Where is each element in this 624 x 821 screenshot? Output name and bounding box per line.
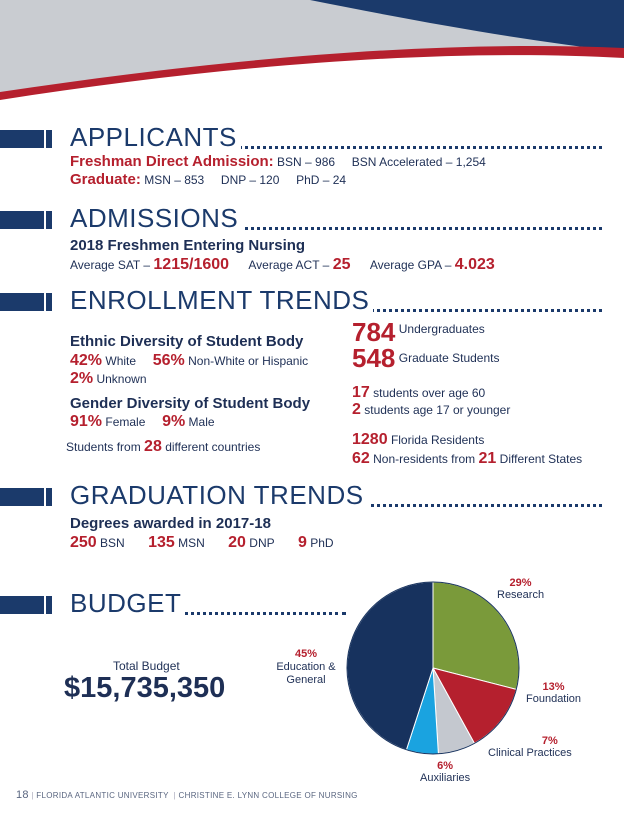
freshman-line: Freshman Direct Admission: BSN – 986 BSN…	[70, 153, 486, 170]
degrees-line: 250 BSN 135 MSN 20 DNP 9 PhD	[70, 534, 334, 551]
budget-section: BUDGET	[0, 588, 350, 620]
ethnic-line-1: 42% White 56% Non-White or Hispanic	[70, 352, 309, 369]
undergrad-line: 784 Undergraduates	[352, 317, 485, 347]
admissions-section: ADMISSIONS 2018 Freshmen Entering Nursin…	[0, 203, 624, 273]
under17-line: 2 students age 17 or younger	[352, 401, 511, 418]
total-budget-label: Total Budget	[113, 659, 180, 673]
pie-label-clinical: 7% Clinical Practices	[488, 735, 572, 759]
over60-line: 17 students over age 60	[352, 384, 486, 401]
dotted-leader	[70, 612, 346, 615]
gender-heading: Gender Diversity of Student Body	[70, 395, 311, 412]
page-footer: 18 | FLORIDA ATLANTIC UNIVERSITY | CHRIS…	[16, 789, 358, 801]
enrollment-title: ENROLLMENT TRENDS	[70, 285, 374, 316]
section-marker	[0, 488, 52, 506]
graduation-title: GRADUATION TRENDS	[70, 480, 368, 511]
pie-outline	[346, 581, 520, 755]
graduation-section: GRADUATION TRENDS Degrees awarded in 201…	[0, 480, 624, 551]
dotted-leader	[70, 146, 602, 149]
pie-label-education: 45% Education & General	[276, 648, 336, 686]
enrollment-section: ENROLLMENT TRENDS Ethnic Diversity of St…	[0, 285, 624, 467]
graduate-line: Graduate: MSN – 853 DNP – 120 PhD – 24	[70, 171, 347, 188]
page-number: 18	[16, 789, 29, 801]
pie-label-auxiliaries: 6% Auxiliaries	[420, 760, 471, 784]
admissions-title: ADMISSIONS	[70, 203, 243, 234]
footer-college: CHRISTINE E. LYNN COLLEGE OF NURSING	[178, 791, 358, 800]
applicants-section: APPLICANTS Freshman Direct Admission: BS…	[0, 122, 624, 188]
nonres-line: 62 Non-residents from 21 Different State…	[352, 450, 583, 467]
section-marker	[0, 211, 52, 229]
section-marker	[0, 130, 52, 148]
budget-title: BUDGET	[70, 588, 186, 619]
section-marker	[0, 596, 52, 614]
ethnic-heading: Ethnic Diversity of Student Body	[70, 333, 304, 350]
footer-org: FLORIDA ATLANTIC UNIVERSITY	[36, 791, 169, 800]
pie-label-research: 29% Research	[497, 577, 545, 601]
gender-line: 91% Female 9% Male	[70, 413, 215, 430]
applicants-title: APPLICANTS	[70, 122, 241, 153]
dotted-leader	[70, 227, 602, 230]
countries-line: Students from 28 different countries	[66, 438, 261, 455]
admissions-stats: Average SAT – 1215/1600 Average ACT – 25…	[70, 256, 495, 273]
grad-line: 548 Graduate Students	[352, 343, 500, 373]
header-swoosh	[0, 0, 624, 100]
admissions-subtitle: 2018 Freshmen Entering Nursing	[70, 237, 306, 254]
graduation-subtitle: Degrees awarded in 2017-18	[70, 515, 271, 532]
florida-line: 1280 Florida Residents	[352, 431, 485, 448]
section-marker	[0, 293, 52, 311]
pie-label-foundation: 13% Foundation	[526, 681, 582, 705]
ethnic-line-2: 2% Unknown	[70, 370, 147, 387]
total-budget-value: $15,735,350	[64, 672, 226, 704]
budget-pie-chart	[346, 581, 520, 755]
